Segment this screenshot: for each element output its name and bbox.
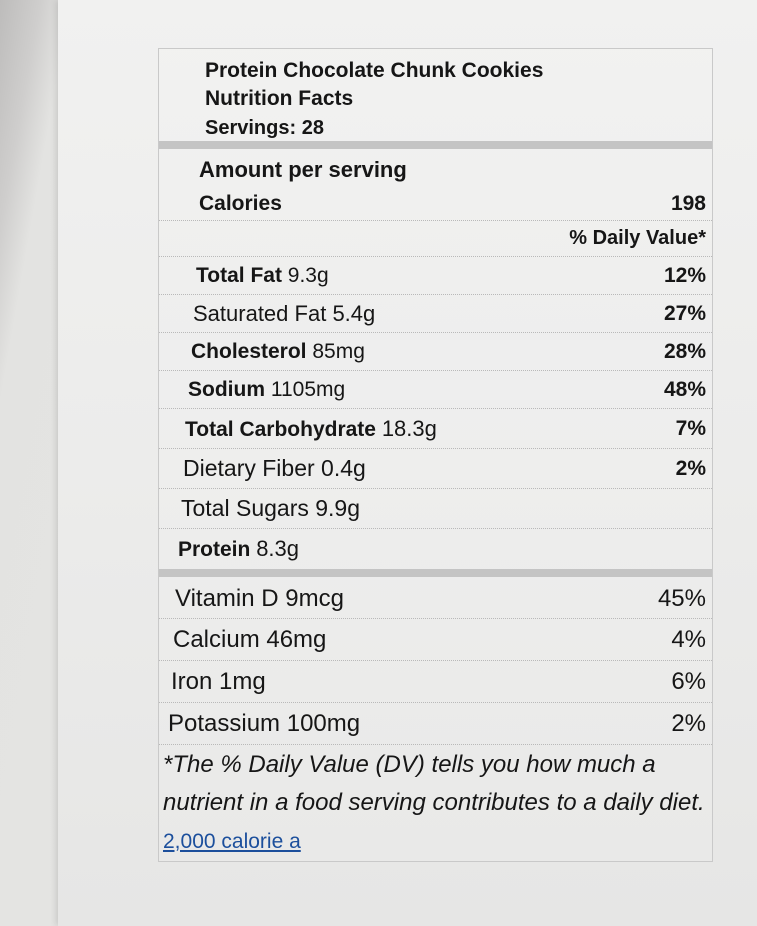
label-header: Protein Chocolate Chunk Cookies Nutritio… <box>205 57 543 142</box>
vitamin-row: Calcium 46mg 4% <box>159 619 712 661</box>
calories-value: 198 <box>670 191 706 215</box>
vitamin-amount: 1mg <box>219 667 266 695</box>
vitamin-name: Vitamin D <box>175 584 279 612</box>
nutrient-name: Sodium <box>188 377 265 401</box>
nutrient-row: Saturated Fat 5.4g 27% <box>159 295 712 333</box>
nutrient-daily-value: 27% <box>663 301 706 325</box>
vitamin-daily-value: 2% <box>671 709 706 737</box>
nutrient-amount: 0.4g <box>321 455 366 481</box>
nutrient-name: Dietary Fiber <box>183 455 315 481</box>
nutrient-daily-value: 12% <box>663 263 706 287</box>
nutrient-amount: 1105mg <box>270 377 346 401</box>
vitamin-row: Vitamin D 9mcg 45% <box>159 579 712 619</box>
nutrient-row: Dietary Fiber 0.4g 2% <box>159 449 712 489</box>
nutrient-name: Total Carbohydrate <box>185 417 376 441</box>
vitamin-amount: 9mcg <box>285 584 344 612</box>
thick-separator-top <box>159 141 712 149</box>
vitamin-amount: 46mg <box>266 625 327 653</box>
vitamin-name: Potassium <box>168 709 281 737</box>
vitamin-daily-value: 45% <box>657 584 706 612</box>
daily-value-header: % Daily Value* <box>569 227 706 249</box>
recipe-title: Protein Chocolate Chunk Cookies <box>205 59 544 82</box>
nutrition-facts-heading: Nutrition Facts <box>205 87 354 110</box>
servings-count: Servings: 28 <box>205 117 324 139</box>
nutrient-name: Cholesterol <box>191 339 307 363</box>
amount-per-serving-label: Amount per serving <box>199 157 407 182</box>
nutrient-amount: 9.9g <box>315 495 361 521</box>
vitamin-daily-value: 6% <box>671 667 706 695</box>
nutrient-row: Cholesterol 85mg 28% <box>159 333 712 371</box>
nutrient-amount: 9.3g <box>287 263 329 287</box>
nutrition-label: Protein Chocolate Chunk Cookies Nutritio… <box>158 48 713 862</box>
calorie-info-link[interactable]: 2,000 calorie a <box>163 830 301 853</box>
calories-row: Calories 198 <box>159 187 712 221</box>
nutrient-amount: 85mg <box>312 339 365 363</box>
nutrient-amount: 8.3g <box>256 536 300 561</box>
vitamin-name: Iron <box>171 667 213 695</box>
nutrient-daily-value: 7% <box>675 416 706 440</box>
vitamin-daily-value: 4% <box>671 625 706 653</box>
daily-value-footnote: *The % Daily Value (DV) tells you how mu… <box>163 746 709 861</box>
nutrient-daily-value: 2% <box>675 456 706 480</box>
nutrient-daily-value: 28% <box>663 339 706 363</box>
footnote-text: *The % Daily Value (DV) tells you how mu… <box>163 751 705 816</box>
nutrient-name: Protein <box>178 538 251 561</box>
nutrient-row: Protein 8.3g <box>159 529 712 569</box>
calories-label: Calories <box>199 191 282 215</box>
vitamin-amount: 100mg <box>286 709 361 737</box>
nutrient-amount: 5.4g <box>332 300 376 326</box>
nutrient-row: Total Carbohydrate 18.3g 7% <box>159 409 712 449</box>
thick-separator-vitamins <box>159 569 712 577</box>
vitamin-name: Calcium <box>173 625 260 653</box>
nutrient-row: Total Fat 9.3g 12% <box>159 257 712 295</box>
nutrient-row: Sodium 1105mg 48% <box>159 371 712 409</box>
paper-sheet <box>58 0 757 926</box>
nutrient-amount: 18.3g <box>381 415 437 441</box>
nutrient-daily-value: 48% <box>663 377 706 401</box>
nutrient-name: Saturated Fat <box>193 300 327 326</box>
nutrient-name: Total Sugars <box>181 495 309 521</box>
vitamin-row: Iron 1mg 6% <box>159 661 712 703</box>
daily-value-header-row: % Daily Value* <box>159 221 712 257</box>
amount-per-serving-row: Amount per serving <box>159 153 712 187</box>
vitamin-row: Potassium 100mg 2% <box>159 703 712 745</box>
nutrient-name: Total Fat <box>196 263 282 287</box>
nutrient-row: Total Sugars 9.9g <box>159 489 712 529</box>
